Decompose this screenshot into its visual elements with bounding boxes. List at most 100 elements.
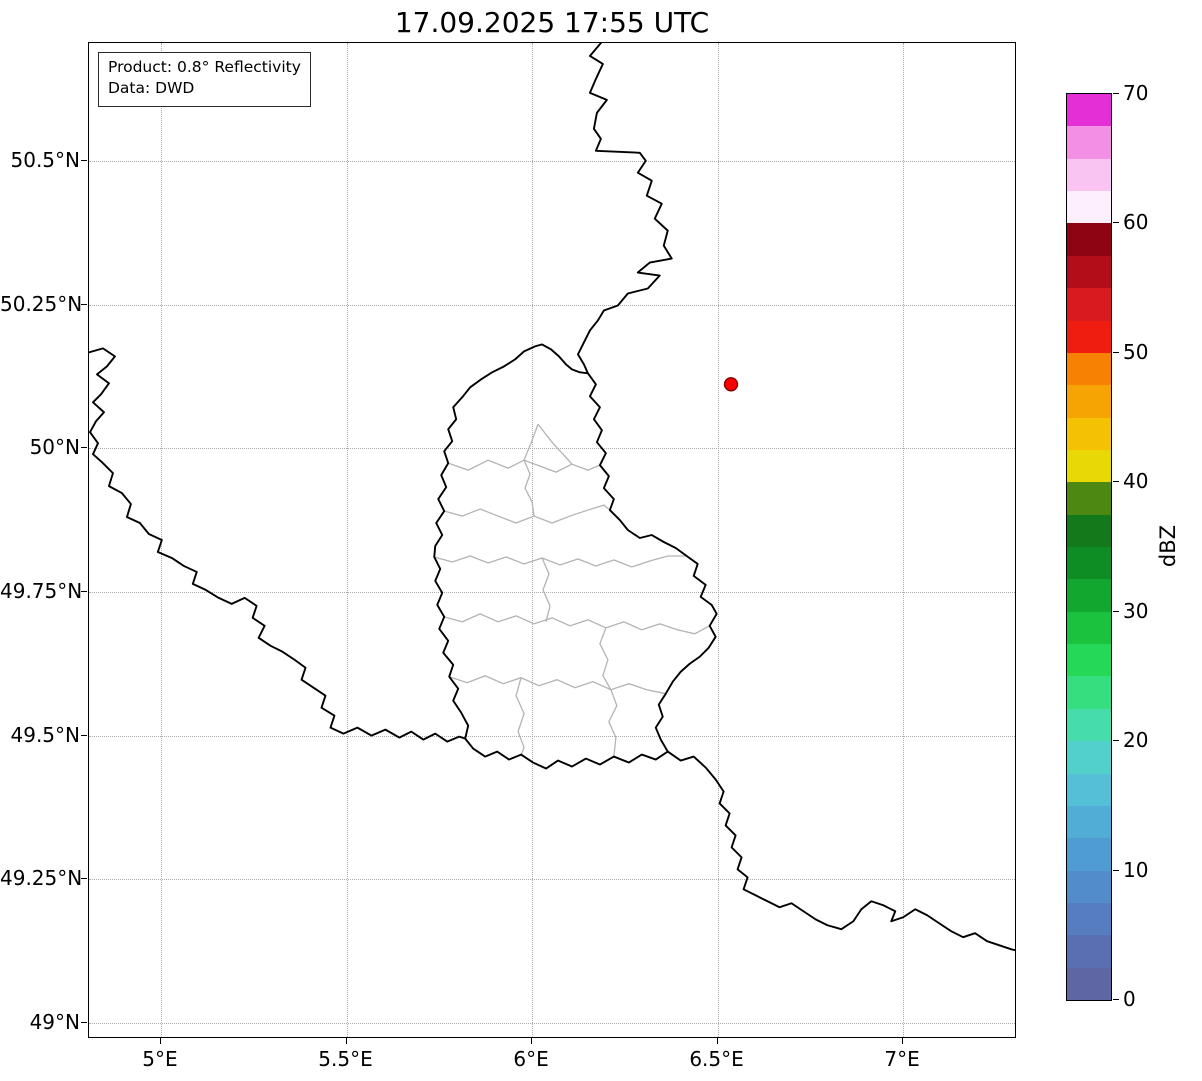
colorbar-tick-mark — [1113, 869, 1119, 871]
colorbar-segment — [1067, 158, 1111, 192]
gridline-horizontal — [89, 735, 1015, 737]
canton-border — [449, 675, 666, 695]
product-info-box: Product: 0.8° Reflectivity Data: DWD — [98, 52, 311, 107]
gridline-horizontal — [89, 160, 1015, 162]
x-tick-mark — [716, 1038, 718, 1044]
canton-border — [541, 557, 551, 622]
colorbar-tick-label: 0 — [1123, 987, 1136, 1011]
colorbar-tick-mark — [1113, 93, 1119, 94]
y-tick-label: 49.5°N — [10, 722, 81, 747]
canton-border — [434, 555, 687, 568]
colorbar-segment — [1067, 578, 1111, 612]
colorbar-segment — [1067, 222, 1111, 256]
colorbar-segment — [1067, 416, 1111, 450]
border-france-germany — [666, 750, 1015, 952]
y-tick-mark — [81, 734, 87, 736]
canton-border — [515, 677, 525, 755]
y-tick-mark — [81, 447, 87, 449]
x-tick-mark — [345, 1038, 347, 1044]
canton-border — [523, 459, 535, 517]
canton-border — [523, 424, 539, 461]
x-tick-label: 7°E — [884, 1047, 920, 1071]
y-tick-label: 50.25°N — [0, 291, 83, 316]
gridline-vertical — [346, 43, 348, 1037]
colorbar-segment — [1067, 513, 1111, 547]
colorbar-tick-label: 10 — [1123, 857, 1149, 882]
y-tick-mark — [81, 878, 87, 880]
x-tick-label: 5.5°E — [318, 1047, 373, 1071]
colorbar-segment — [1067, 740, 1111, 774]
colorbar-tick-label: 40 — [1123, 469, 1149, 494]
colorbar-segment — [1067, 319, 1111, 353]
country-borders — [89, 43, 1015, 952]
colorbar-tick-label: 70 — [1123, 81, 1149, 105]
colorbar-tick-mark — [1113, 351, 1119, 353]
canton-border — [599, 627, 612, 691]
border-france-belgium — [89, 347, 467, 743]
colorbar-tick-mark — [1113, 740, 1119, 742]
y-tick-mark — [81, 303, 87, 305]
gridline-horizontal — [89, 879, 1015, 881]
y-tick-mark — [81, 590, 87, 592]
canton-border — [537, 423, 573, 465]
y-tick-mark — [81, 159, 87, 161]
map-borders-svg — [89, 43, 1015, 952]
colorbar-segment — [1067, 190, 1111, 224]
colorbar-axis-label: dBZ — [1156, 524, 1180, 568]
colorbar-segment — [1067, 94, 1111, 127]
colorbar-tick-mark — [1113, 481, 1119, 483]
gridline-vertical — [532, 43, 534, 1037]
x-tick-mark — [902, 1038, 904, 1044]
colorbar-tick-label: 50 — [1123, 339, 1149, 364]
colorbar-segment — [1067, 643, 1111, 677]
canton-border — [444, 613, 710, 635]
colorbar-tick-mark — [1113, 999, 1119, 1000]
gridline-horizontal — [89, 304, 1015, 306]
y-tick-mark — [81, 1021, 87, 1023]
colorbar-segment — [1067, 125, 1111, 159]
colorbar-segment — [1067, 869, 1111, 903]
x-tick-mark — [159, 1038, 161, 1044]
colorbar-segment — [1067, 546, 1111, 580]
colorbar-segment — [1067, 287, 1111, 321]
y-tick-label: 49°N — [29, 1009, 80, 1034]
gridline-horizontal — [89, 591, 1015, 593]
figure-title: 17.09.2025 17:55 UTC — [394, 6, 710, 39]
colorbar-segment — [1067, 772, 1111, 806]
colorbar-segment — [1067, 481, 1111, 515]
colorbar-segment — [1067, 352, 1111, 386]
colorbar-tick-mark — [1113, 222, 1119, 224]
canton-border — [608, 689, 618, 757]
gridline-horizontal — [89, 448, 1015, 450]
colorbar-segment — [1067, 675, 1111, 709]
colorbar-segment — [1067, 449, 1111, 483]
colorbar-tick-mark — [1113, 610, 1119, 612]
colorbar-segment — [1067, 805, 1111, 839]
y-tick-label: 49.75°N — [0, 578, 83, 603]
canton-border — [444, 504, 611, 524]
colorbar-segment — [1067, 902, 1111, 936]
y-tick-label: 50°N — [29, 435, 80, 460]
gridline-horizontal — [89, 1022, 1015, 1024]
map-plot: Product: 0.8° Reflectivity Data: DWD — [88, 42, 1016, 1038]
canton-border — [448, 459, 601, 473]
colorbar-segment — [1067, 384, 1111, 418]
colorbar-segment — [1067, 611, 1111, 645]
colorbar — [1066, 93, 1112, 1001]
colorbar-tick-label: 60 — [1123, 210, 1149, 235]
colorbar-segment — [1067, 934, 1111, 968]
colorbar-segment — [1067, 708, 1111, 742]
admin-borders — [434, 423, 710, 757]
product-line: Product: 0.8° Reflectivity — [108, 58, 301, 76]
border-luxembourg — [433, 343, 718, 770]
x-tick-label: 6.5°E — [689, 1047, 744, 1071]
border-belgium-germany — [576, 43, 673, 375]
colorbar-segment — [1067, 837, 1111, 871]
gridline-vertical — [717, 43, 719, 1037]
colorbar-segment — [1067, 966, 1111, 1000]
colorbar-tick-label: 30 — [1123, 598, 1149, 623]
y-tick-label: 49.25°N — [0, 866, 83, 891]
y-tick-label: 50.5°N — [10, 147, 81, 172]
gridline-vertical — [903, 43, 905, 1037]
